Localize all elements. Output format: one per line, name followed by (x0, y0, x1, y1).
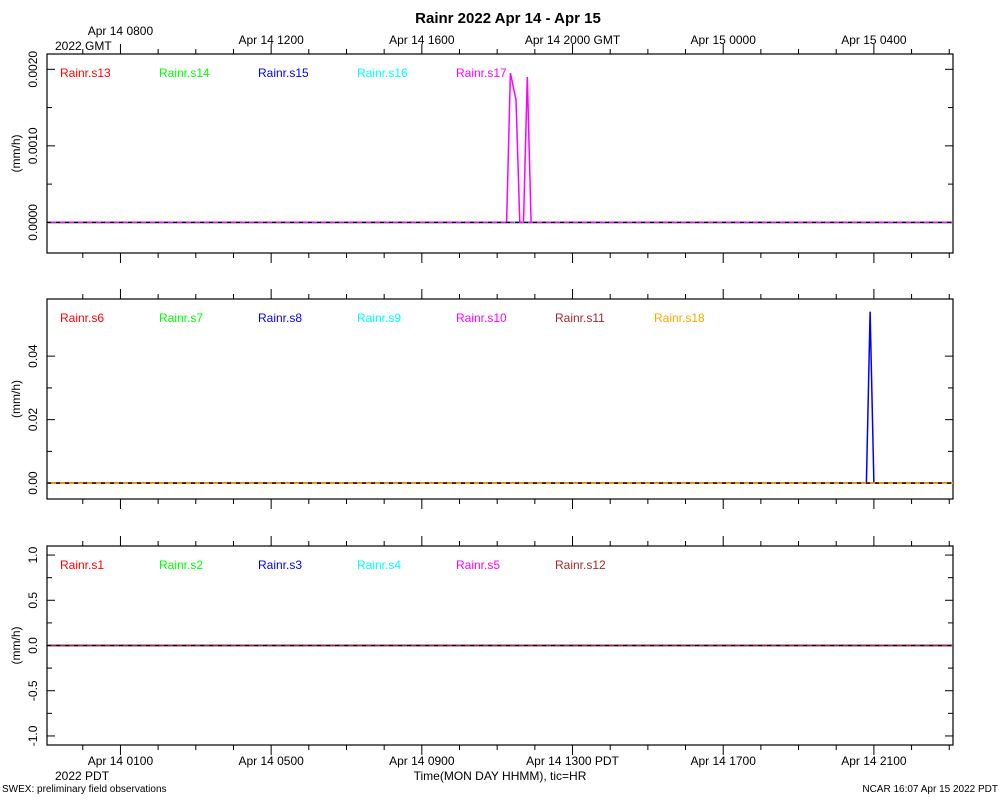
legend-entry: Rainr.s16 (357, 66, 408, 80)
y-tick-label: 0.04 (26, 344, 40, 368)
legend-entry: Rainr.s8 (258, 311, 302, 325)
bottom-tick-label: Apr 14 1300 PDT (526, 754, 619, 768)
y-axis-label: (mm/h) (9, 627, 23, 665)
legend-entry: Rainr.s4 (357, 558, 401, 572)
y-tick-label: 0.02 (26, 408, 40, 432)
top-time-axis: Apr 14 0800 Apr 14 1200 Apr 14 1600 Apr 14 … (88, 24, 907, 47)
legend-entry: Rainr.s15 (258, 66, 309, 80)
y-tick-label: 0.0020 (26, 51, 40, 88)
y-tick-label: 0.0010 (26, 127, 40, 164)
legend-entry: Rainr.s14 (159, 66, 210, 80)
bottom-tick-label: Apr 14 0500 (238, 754, 304, 768)
legend-entry: Rainr.s5 (456, 558, 500, 572)
footer-left-note: SWEX: preliminary field observations (2, 784, 167, 795)
legend-entry: Rainr.s1 (60, 558, 104, 572)
bottom-tick-label: Apr 14 1700 (691, 754, 757, 768)
top-tick-label: Apr 14 1600 (389, 33, 455, 47)
series-line-Rainr-s17 (47, 72, 953, 224)
panel-3: -1.0 -0.5 0.0 0.5 1.0 (mm/h) Rainr.s1 Rainr.s2 R… (9, 536, 954, 755)
y-axis-label: (mm/h) (9, 135, 23, 173)
legend-entry: Rainr.s6 (60, 311, 104, 325)
legend-entry: Rainr.s12 (555, 558, 606, 572)
legend-entry: Rainr.s18 (654, 311, 705, 325)
legend-entry: Rainr.s10 (456, 311, 507, 325)
y-tick-label: 0.0000 (26, 204, 40, 241)
legend-entry: Rainr.s3 (258, 558, 302, 572)
panel-1: 0.0000 0.0010 0.0020 (mm/h) Rainr.s13 Rainr.s… (9, 44, 954, 263)
top-tick-label: Apr 14 0800 (88, 24, 154, 38)
y-tick-label: 0.00 (26, 471, 40, 495)
y-tick-label: 1.0 (26, 546, 40, 563)
series-line-Rainr-s8 (47, 311, 953, 484)
bottom-axis-year-label: 2022 PDT (55, 769, 110, 783)
y-tick-label: 0.0 (26, 637, 40, 654)
bottom-tick-label: Apr 14 0900 (389, 754, 455, 768)
bottom-tick-label: Apr 14 2100 (841, 754, 907, 768)
top-axis-year-label: 2022 GMT (55, 39, 112, 53)
top-tick-label: Apr 14 1200 (238, 33, 304, 47)
legend-entry: Rainr.s11 (555, 311, 605, 325)
top-tick-label: Apr 15 0000 (691, 33, 757, 47)
legend-entry: Rainr.s9 (357, 311, 401, 325)
bottom-time-axis: Apr 14 0100 Apr 14 0500 Apr 14 0900 Apr 14 … (88, 754, 907, 768)
y-tick-label: -1.0 (26, 725, 40, 746)
legend-entry: Rainr.s7 (159, 311, 203, 325)
x-axis-label: Time(MON DAY HHMM), tic=HR (414, 769, 587, 783)
y-tick-label: 0.5 (26, 592, 40, 609)
panel-2: 0.00 0.02 0.04(mm/h) Rainr.s6 Rainr.s7 Rainr.… (9, 289, 954, 509)
legend-entry: Rainr.s17 (456, 66, 507, 80)
bottom-tick-label: Apr 14 0100 (88, 754, 154, 768)
footer-right-note: NCAR 16:07 Apr 15 2022 PDT (862, 784, 998, 795)
legend-entry: Rainr.s2 (159, 558, 203, 572)
top-tick-label: Apr 14 2000 GMT (525, 33, 621, 47)
y-axis-label: (mm/h) (9, 380, 23, 418)
panel-frame (46, 298, 954, 500)
chart-panels: 0.0000 0.0010 0.0020 (mm/h) Rainr.s13 Rainr.s… (9, 44, 954, 755)
y-tick-label: -0.5 (26, 680, 40, 701)
panel-frame (46, 53, 954, 254)
top-tick-label: Apr 15 0400 (841, 33, 907, 47)
chart-title: Rainr 2022 Apr 14 - Apr 15 (415, 10, 601, 27)
legend-entry: Rainr.s13 (60, 66, 111, 80)
